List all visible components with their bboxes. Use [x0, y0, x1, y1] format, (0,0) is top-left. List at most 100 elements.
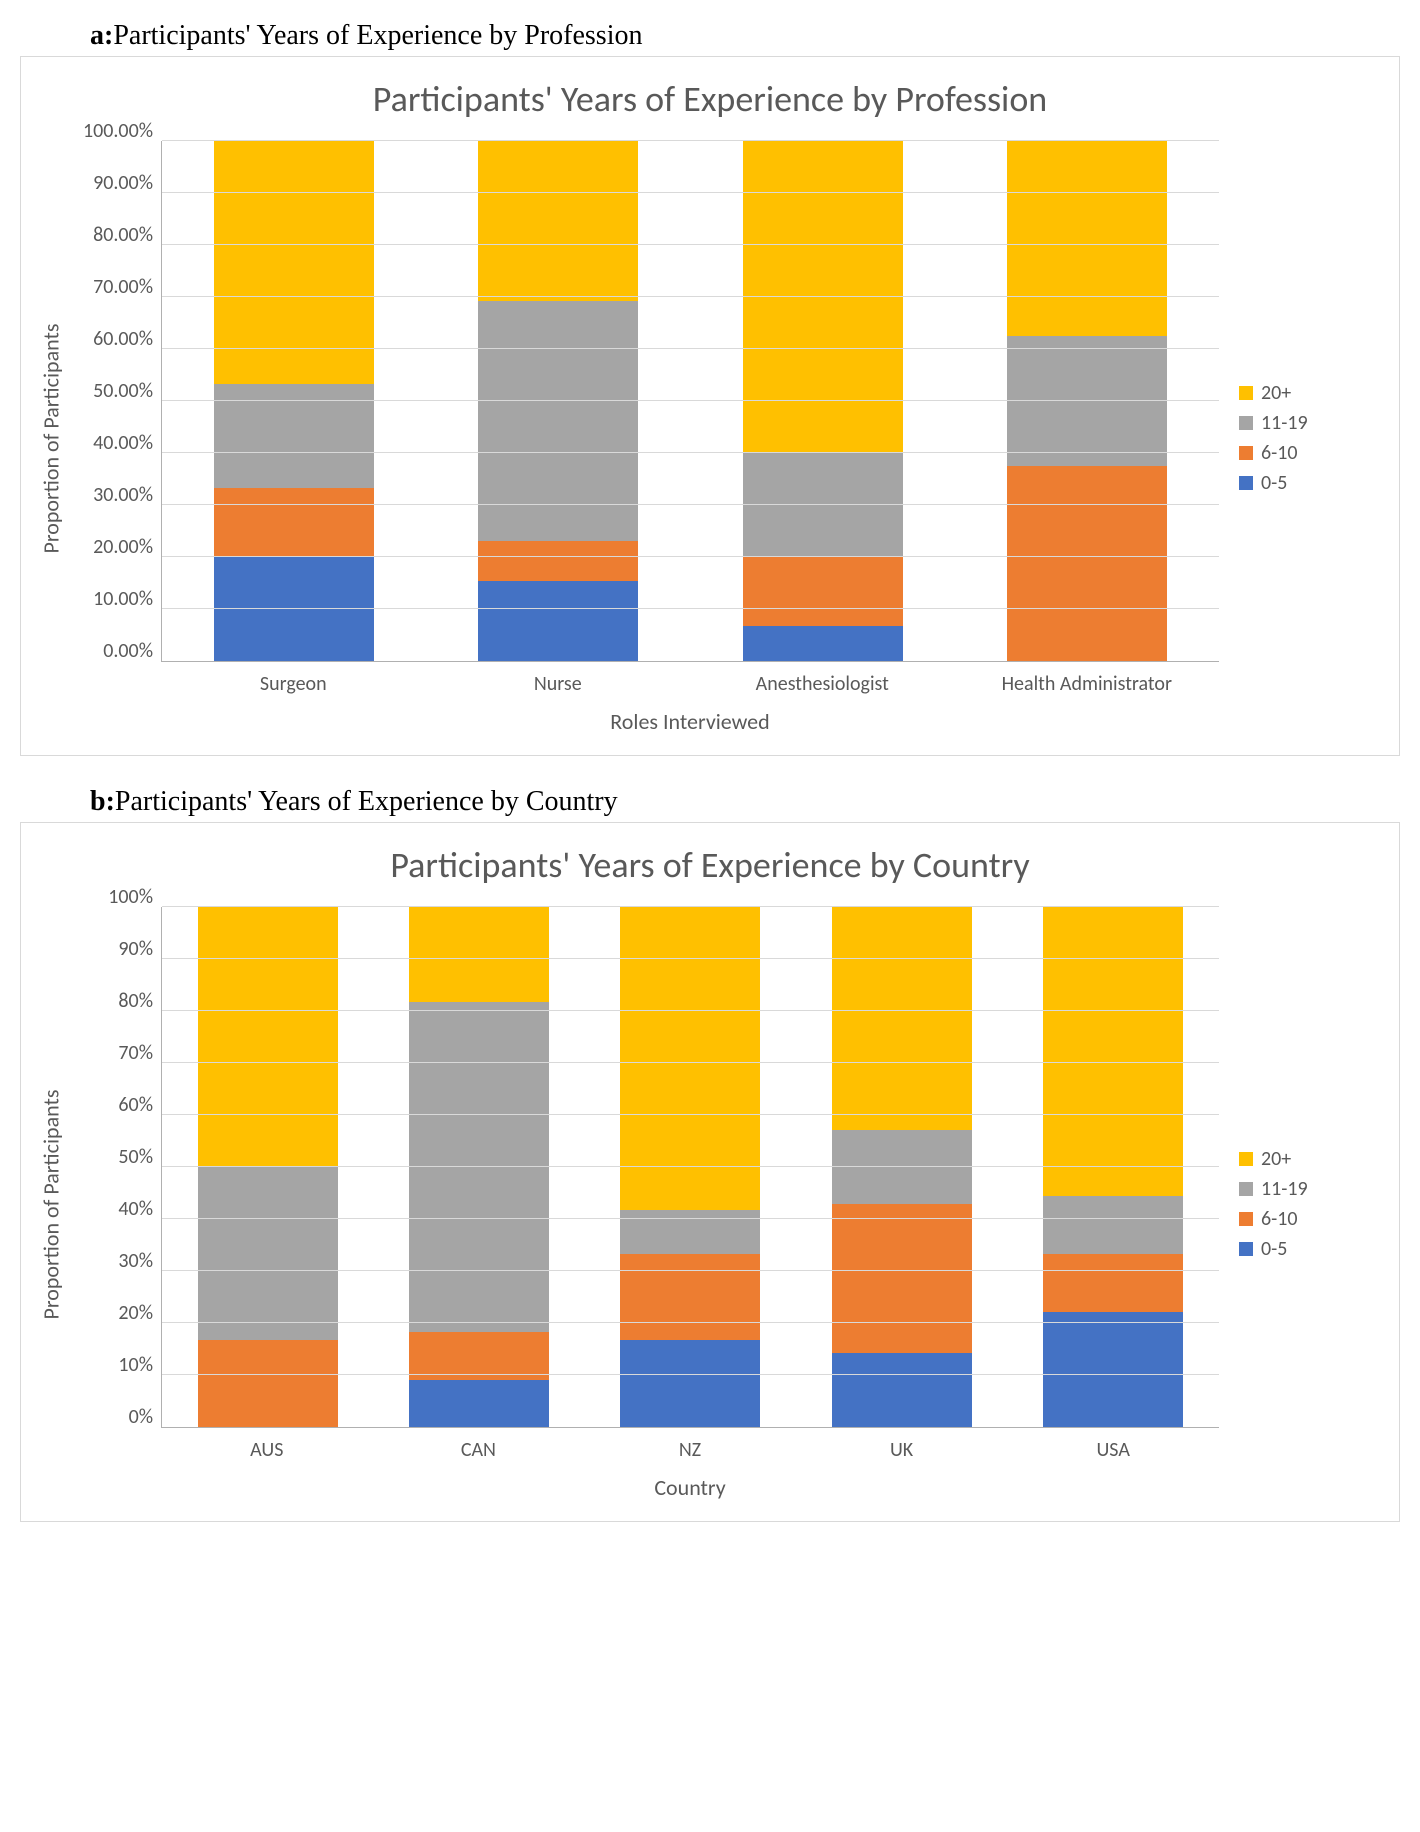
bar-column	[214, 141, 374, 661]
gridline	[162, 140, 1219, 141]
gridline	[162, 958, 1219, 959]
chart-b-ylabel: Proportion of Participants	[38, 1089, 65, 1319]
bar-column	[409, 907, 549, 1427]
bar-segment	[409, 1332, 549, 1379]
bar-segment	[1007, 336, 1167, 466]
gridline	[162, 556, 1219, 557]
gridline	[162, 452, 1219, 453]
chart-b-yticks: 100%90%80%70%60%50%40%30%20%10%0%	[71, 907, 161, 1427]
legend-item: 11-19	[1239, 411, 1389, 435]
chart-a-body: Proportion of Participants 100.00%90.00%…	[31, 141, 1389, 735]
bar-segment	[743, 453, 903, 557]
gridline	[162, 296, 1219, 297]
legend-item: 0-5	[1239, 471, 1389, 495]
panel-b-label: b:Participants' Years of Experience by C…	[90, 786, 1400, 818]
bar-segment	[198, 1167, 338, 1340]
xtick-label: Health Administrator	[955, 662, 1220, 696]
chart-b-xticks: AUSCANNZUKUSA	[161, 1428, 1219, 1462]
gridline	[162, 400, 1219, 401]
gridline	[162, 1062, 1219, 1063]
gridline	[162, 608, 1219, 609]
xtick-label: USA	[1007, 1428, 1219, 1462]
legend-swatch	[1239, 476, 1253, 490]
xtick-label: AUS	[161, 1428, 373, 1462]
chart-a-plot-wrap: 100.00%90.00%80.00%70.00%60.00%50.00%40.…	[71, 141, 1219, 735]
gridline	[162, 1010, 1219, 1011]
bar-segment	[478, 581, 638, 661]
legend-swatch	[1239, 1212, 1253, 1226]
gridline	[162, 1166, 1219, 1167]
panel-a-label: a:Participants' Years of Experience by P…	[90, 20, 1400, 52]
chart-b-plot-area	[161, 907, 1219, 1428]
bar-column	[832, 907, 972, 1427]
legend-swatch	[1239, 1152, 1253, 1166]
chart-b-xlabel: Country	[161, 1474, 1219, 1501]
bar-segment	[743, 626, 903, 661]
legend-item: 20+	[1239, 381, 1389, 405]
chart-b-bars	[162, 907, 1219, 1427]
chart-a-title: Participants' Years of Experience by Pro…	[31, 77, 1389, 121]
gridline	[162, 504, 1219, 505]
bar-segment	[198, 907, 338, 1167]
legend-item: 20+	[1239, 1147, 1389, 1171]
bar-segment	[1007, 141, 1167, 336]
bar-segment	[409, 907, 549, 1002]
bar-segment	[743, 141, 903, 453]
gridline	[162, 348, 1219, 349]
legend-swatch	[1239, 386, 1253, 400]
gridline	[162, 1374, 1219, 1375]
panel-a-text: Participants' Years of Experience by Pro…	[113, 20, 642, 51]
legend-swatch	[1239, 416, 1253, 430]
bar-column	[1007, 141, 1167, 661]
gridline	[162, 906, 1219, 907]
legend-item: 6-10	[1239, 441, 1389, 465]
chart-b-title: Participants' Years of Experience by Cou…	[31, 843, 1389, 887]
legend-label: 6-10	[1261, 1207, 1298, 1231]
bar-segment	[743, 557, 903, 626]
xtick-label: Nurse	[426, 662, 691, 696]
bar-segment	[620, 1340, 760, 1427]
xtick-label: Anesthesiologist	[690, 662, 955, 696]
bar-segment	[832, 1130, 972, 1204]
panel-b-letter: b:	[90, 786, 115, 817]
chart-b-legend: 20+ 11-19 6-10 0-5	[1219, 1141, 1389, 1267]
chart-b-frame: Participants' Years of Experience by Cou…	[20, 822, 1400, 1522]
xtick-label: CAN	[373, 1428, 585, 1462]
bar-column	[620, 907, 760, 1427]
legend-label: 11-19	[1261, 1177, 1308, 1201]
bar-segment	[198, 1340, 338, 1427]
legend-item: 6-10	[1239, 1207, 1389, 1231]
bar-segment	[832, 907, 972, 1130]
bar-segment	[214, 557, 374, 661]
legend-swatch	[1239, 446, 1253, 460]
chart-b-plot-row: 100%90%80%70%60%50%40%30%20%10%0%	[71, 907, 1219, 1428]
gridline	[162, 1322, 1219, 1323]
panel-a-letter: a:	[90, 20, 113, 51]
bar-column	[478, 141, 638, 661]
legend-item: 11-19	[1239, 1177, 1389, 1201]
gridline	[162, 192, 1219, 193]
legend-label: 0-5	[1261, 1237, 1287, 1261]
legend-label: 0-5	[1261, 471, 1287, 495]
legend-label: 11-19	[1261, 411, 1308, 435]
legend-label: 6-10	[1261, 441, 1298, 465]
chart-a-yticks: 100.00%90.00%80.00%70.00%60.00%50.00%40.…	[71, 141, 161, 661]
bar-column	[198, 907, 338, 1427]
legend-label: 20+	[1261, 381, 1291, 405]
legend-item: 0-5	[1239, 1237, 1389, 1261]
chart-a-frame: Participants' Years of Experience by Pro…	[20, 56, 1400, 756]
bar-segment	[832, 1353, 972, 1427]
bar-segment	[1043, 1254, 1183, 1312]
bar-segment	[620, 1210, 760, 1254]
bar-segment	[409, 1380, 549, 1427]
bar-segment	[1007, 466, 1167, 661]
chart-b-plot-wrap: 100%90%80%70%60%50%40%30%20%10%0% AUSCAN…	[71, 907, 1219, 1501]
gridline	[162, 244, 1219, 245]
bar-segment	[214, 488, 374, 557]
gridline	[162, 1114, 1219, 1115]
chart-b-body: Proportion of Participants 100%90%80%70%…	[31, 907, 1389, 1501]
legend-label: 20+	[1261, 1147, 1291, 1171]
bar-column	[1043, 907, 1183, 1427]
bar-segment	[1043, 1312, 1183, 1427]
gridline	[162, 1218, 1219, 1219]
